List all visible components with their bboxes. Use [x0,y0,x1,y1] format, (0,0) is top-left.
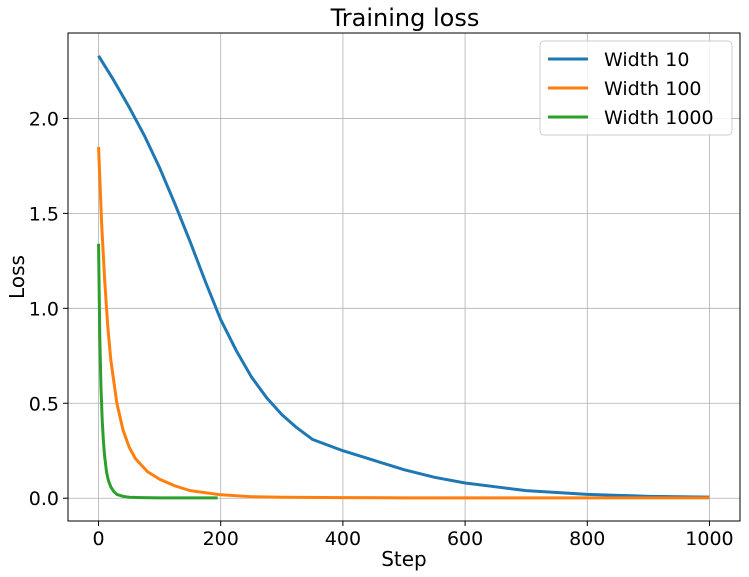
x-tick-label: 1000 [685,528,733,550]
x-tick-label: 0 [92,528,104,550]
legend: Width 10 Width 100 Width 1000 [539,40,733,136]
y-tick-label: 0.0 [29,488,59,510]
y-tick-label: 1.5 [29,203,59,225]
series-line-1 [97,55,710,499]
legend-label: Width 10 [604,49,689,71]
y-axis-label: Loss [5,255,29,299]
series-line-3 [97,243,218,500]
x-tick-label: 400 [325,528,361,550]
y-tick-label: 0.5 [29,393,59,415]
x-tick-label: 800 [569,528,605,550]
legend-box [539,40,733,136]
y-tick-label: 1.0 [29,298,59,320]
legend-label: Width 1000 [604,107,714,129]
series-layer [97,55,710,500]
x-axis: 0 200 400 600 800 1000 [92,521,734,550]
x-axis-label: Step [381,547,427,571]
y-axis: 0.0 0.5 1.0 1.5 2.0 [29,108,68,510]
series-line-2 [97,146,710,500]
chart-title: Training loss [330,4,480,32]
plot-frame [67,32,741,522]
legend-label: Width 100 [604,78,702,100]
x-tick-label: 200 [203,528,239,550]
y-tick-label: 2.0 [29,108,59,130]
x-tick-label: 600 [447,528,483,550]
